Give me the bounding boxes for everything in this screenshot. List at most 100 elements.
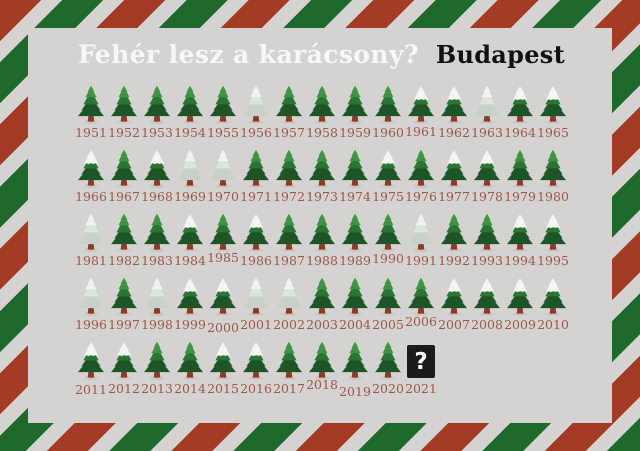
tree-icon-snowtop	[472, 277, 502, 316]
year-label: 1981	[75, 253, 107, 268]
tree-icon	[309, 341, 335, 380]
tree-icon-green	[307, 149, 337, 188]
tree-icon-green	[274, 149, 304, 188]
tree-icon	[441, 149, 467, 188]
year-label: 1972	[273, 189, 305, 204]
year-label: 2005	[372, 317, 404, 332]
tree-icon-green	[373, 85, 403, 124]
year-cell-2017: 2017	[273, 341, 305, 396]
year-cell-2000: 2000	[207, 277, 239, 335]
year-label: 1980	[537, 189, 569, 204]
tree-icon	[441, 213, 467, 252]
tree-icon	[408, 213, 434, 252]
tree-icon-snowtop	[175, 213, 205, 252]
tree-icon	[408, 149, 434, 188]
tree-icon	[507, 277, 533, 316]
tree-icon-green	[208, 213, 238, 252]
year-label: 1956	[240, 125, 272, 140]
year-cell-2002: 2002	[273, 277, 305, 332]
year-cell-1985: 1985	[207, 213, 239, 268]
year-label: 1990	[372, 251, 404, 266]
year-label: 2012	[108, 381, 140, 396]
tree-icon-green	[274, 85, 304, 124]
year-cell-1951: 1951	[75, 85, 107, 140]
tree-icon	[474, 85, 500, 124]
year-label: 2018	[306, 377, 338, 392]
tree-icon	[111, 277, 137, 316]
year-cell-1991: 1991	[405, 213, 437, 268]
tree-icon-snowtop	[538, 213, 568, 252]
tree-icon	[375, 277, 401, 316]
year-cell-1971: 1971	[240, 149, 272, 204]
year-cell-1974: 1974	[339, 149, 371, 204]
year-label: 1973	[306, 189, 338, 204]
tree-icon	[177, 277, 203, 316]
tree-icon	[111, 213, 137, 252]
year-cell-1966: 1966	[75, 149, 107, 204]
year-cell-1988: 1988	[306, 213, 338, 268]
tree-icon	[342, 277, 368, 316]
tree-icon	[342, 85, 368, 124]
year-cell-2001: 2001	[240, 277, 272, 332]
tree-icon-green	[307, 277, 337, 316]
year-label: 1991	[405, 253, 437, 268]
year-label: 1970	[207, 189, 239, 204]
tree-icon	[474, 213, 500, 252]
tree-icon-green	[505, 149, 535, 188]
tree-icon	[78, 85, 104, 124]
tree-icon-snowfull	[142, 277, 172, 316]
year-cell-2016: 2016	[240, 341, 272, 396]
year-label: 1961	[405, 124, 437, 139]
year-cell-1969: 1969	[174, 149, 206, 204]
year-label: 1968	[141, 189, 173, 204]
year-label: 2000	[207, 320, 239, 335]
year-label: 2002	[273, 317, 305, 332]
tree-icon-snowfull	[76, 277, 106, 316]
tree-icon-snowtop	[439, 85, 469, 124]
tree-icon-snowtop	[373, 149, 403, 188]
year-label: 2014	[174, 381, 206, 396]
tree-icon	[144, 149, 170, 188]
tree-icon	[210, 277, 236, 316]
year-label: 2004	[339, 317, 371, 332]
tree-icon-green	[109, 149, 139, 188]
tree-icon-green	[307, 213, 337, 252]
tree-icon-green	[538, 149, 568, 188]
year-label: 1962	[438, 125, 470, 140]
year-label: 2019	[339, 384, 371, 399]
year-cell-1977: 1977	[438, 149, 470, 204]
tree-icon	[342, 149, 368, 188]
tree-row-5: 2011 2012 2013 2014 2015 2016 2017 2018 2019 2020…	[75, 341, 576, 399]
year-cell-1998: 1998	[141, 277, 173, 332]
year-cell-1972: 1972	[273, 149, 305, 204]
tree-icon	[210, 213, 236, 252]
year-label: 1999	[174, 317, 206, 332]
tree-icon	[243, 149, 269, 188]
tree-icon	[276, 277, 302, 316]
year-cell-2011: 2011	[75, 341, 107, 397]
year-cell-1958: 1958	[306, 85, 338, 140]
tree-icon-snowfull	[241, 277, 271, 316]
tree-icon-green	[340, 341, 370, 380]
tree-icon-snowtop	[142, 149, 172, 188]
year-cell-2003: 2003	[306, 277, 338, 332]
tree-icon	[144, 277, 170, 316]
tree-icon-snowtop	[208, 277, 238, 316]
year-label: 2010	[537, 317, 569, 332]
tree-icon	[210, 85, 236, 124]
tree-icon-snowfull	[274, 277, 304, 316]
header: Fehér lesz a karácsony? Budapest	[78, 40, 565, 69]
year-cell-1973: 1973	[306, 149, 338, 204]
year-label: 1989	[339, 253, 371, 268]
year-cell-2005: 2005	[372, 277, 404, 332]
year-cell-1995: 1995	[537, 213, 569, 268]
year-cell-1984: 1984	[174, 213, 206, 268]
tree-icon	[276, 149, 302, 188]
tree-icon-green	[340, 277, 370, 316]
tree-icon	[276, 213, 302, 252]
tree-icon-snowtop	[439, 277, 469, 316]
year-cell-1996: 1996	[75, 277, 107, 332]
year-label: 1976	[405, 189, 437, 204]
tree-icon	[243, 85, 269, 124]
year-label: 1993	[471, 253, 503, 268]
